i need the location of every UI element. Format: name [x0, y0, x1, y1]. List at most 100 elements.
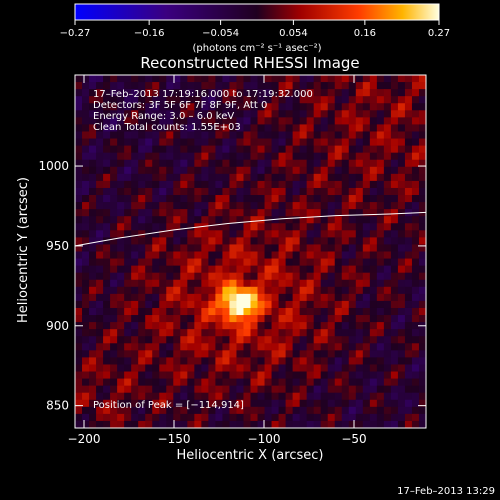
heatmap-cell	[173, 75, 181, 83]
heatmap-cell	[89, 209, 97, 217]
heatmap-cell	[362, 399, 371, 408]
heatmap-cell	[201, 187, 209, 196]
heatmap-cell	[124, 364, 132, 372]
heatmap-cell	[222, 420, 230, 428]
heatmap-cell	[124, 251, 132, 259]
heatmap-cell	[236, 322, 244, 330]
heatmap-cell	[306, 350, 315, 358]
colorbar-tick-label: 0.16	[354, 28, 376, 39]
heatmap-cell	[236, 251, 244, 259]
heatmap-cell	[236, 82, 244, 90]
heatmap-cell	[96, 82, 104, 90]
heatmap-cell	[341, 336, 350, 344]
heatmap-cell	[138, 307, 146, 316]
heatmap-cell	[299, 343, 308, 351]
heatmap-cell	[264, 350, 272, 358]
heatmap-cell	[180, 131, 188, 139]
heatmap-cell	[278, 244, 286, 252]
heatmap-cell	[138, 131, 146, 139]
heatmap-cell	[341, 322, 350, 330]
heatmap-cell	[159, 399, 167, 408]
heatmap-cell	[278, 180, 286, 189]
heatmap-cell	[376, 392, 385, 401]
heatmap-cell	[397, 336, 406, 344]
heatmap-cell	[411, 237, 420, 245]
heatmap-cell	[292, 251, 301, 259]
heatmap-cell	[264, 336, 272, 344]
heatmap-cell	[180, 124, 188, 132]
heatmap-cell	[222, 392, 230, 401]
heatmap-cell	[397, 159, 406, 168]
heatmap-cell	[152, 209, 160, 217]
heatmap-cell	[348, 406, 357, 415]
heatmap-cell	[215, 195, 223, 203]
heatmap-cell	[327, 110, 336, 118]
heatmap-cell	[383, 293, 392, 302]
heatmap-cell	[404, 329, 413, 337]
heatmap-cell	[285, 322, 294, 330]
heatmap-cell	[369, 180, 378, 189]
heatmap-cell	[131, 152, 139, 161]
heatmap-cell	[96, 399, 104, 408]
heatmap-cell	[369, 110, 378, 118]
heatmap-cell	[369, 82, 378, 90]
heatmap-cell	[208, 378, 216, 387]
heatmap-cell	[124, 399, 132, 408]
heatmap-cell	[341, 103, 350, 111]
heatmap-cell	[180, 152, 188, 161]
heatmap-cell	[334, 329, 343, 337]
heatmap-cell	[411, 406, 420, 415]
heatmap-cell	[75, 159, 83, 168]
heatmap-cell	[376, 166, 385, 175]
heatmap-cell	[250, 89, 258, 97]
heatmap-cell	[250, 385, 258, 394]
heatmap-cell	[411, 420, 420, 428]
heatmap-cell	[96, 195, 104, 203]
heatmap-cell	[327, 343, 336, 351]
heatmap-cell	[418, 265, 426, 274]
heatmap-cell	[159, 152, 167, 161]
heatmap-cell	[103, 180, 111, 189]
heatmap-cell	[236, 131, 244, 139]
heatmap-cell	[285, 82, 294, 90]
heatmap-cell	[173, 406, 181, 415]
heatmap-cell	[292, 336, 301, 344]
heatmap-cell	[257, 195, 265, 203]
heatmap-cell	[292, 223, 301, 231]
heatmap-cell	[159, 315, 167, 323]
heatmap-cell	[243, 110, 251, 118]
heatmap-cell	[355, 237, 364, 245]
heatmap-cell	[75, 385, 83, 394]
heatmap-cell	[306, 223, 315, 231]
heatmap-cell	[222, 202, 230, 210]
heatmap-cell	[229, 307, 237, 316]
heatmap-cell	[166, 117, 174, 125]
heatmap-cell	[124, 385, 132, 394]
heatmap-cell	[194, 336, 202, 344]
heatmap-cell	[292, 293, 301, 302]
heatmap-cell	[208, 216, 216, 224]
heatmap-cell	[376, 187, 385, 196]
heatmap-cell	[292, 166, 301, 175]
heatmap-cell	[257, 110, 265, 118]
heatmap-cell	[369, 195, 378, 203]
heatmap-cell	[194, 357, 202, 365]
heatmap-cell	[418, 75, 426, 83]
heatmap-cell	[369, 138, 378, 146]
heatmap-cell	[236, 357, 244, 365]
heatmap-cell	[110, 265, 118, 274]
heatmap-cell	[362, 307, 371, 316]
heatmap-cell	[194, 293, 202, 302]
heatmap-cell	[313, 385, 322, 394]
heatmap-cell	[159, 385, 167, 394]
heatmap-cell	[299, 159, 308, 168]
heatmap-cell	[201, 258, 209, 267]
heatmap-cell	[75, 223, 83, 231]
heatmap-cell	[327, 406, 336, 415]
heatmap-cell	[173, 244, 181, 252]
heatmap-cell	[124, 180, 132, 189]
heatmap-cell	[89, 343, 97, 351]
heatmap-cell	[82, 329, 90, 337]
heatmap-cell	[285, 117, 294, 125]
heatmap-cell	[264, 202, 272, 210]
